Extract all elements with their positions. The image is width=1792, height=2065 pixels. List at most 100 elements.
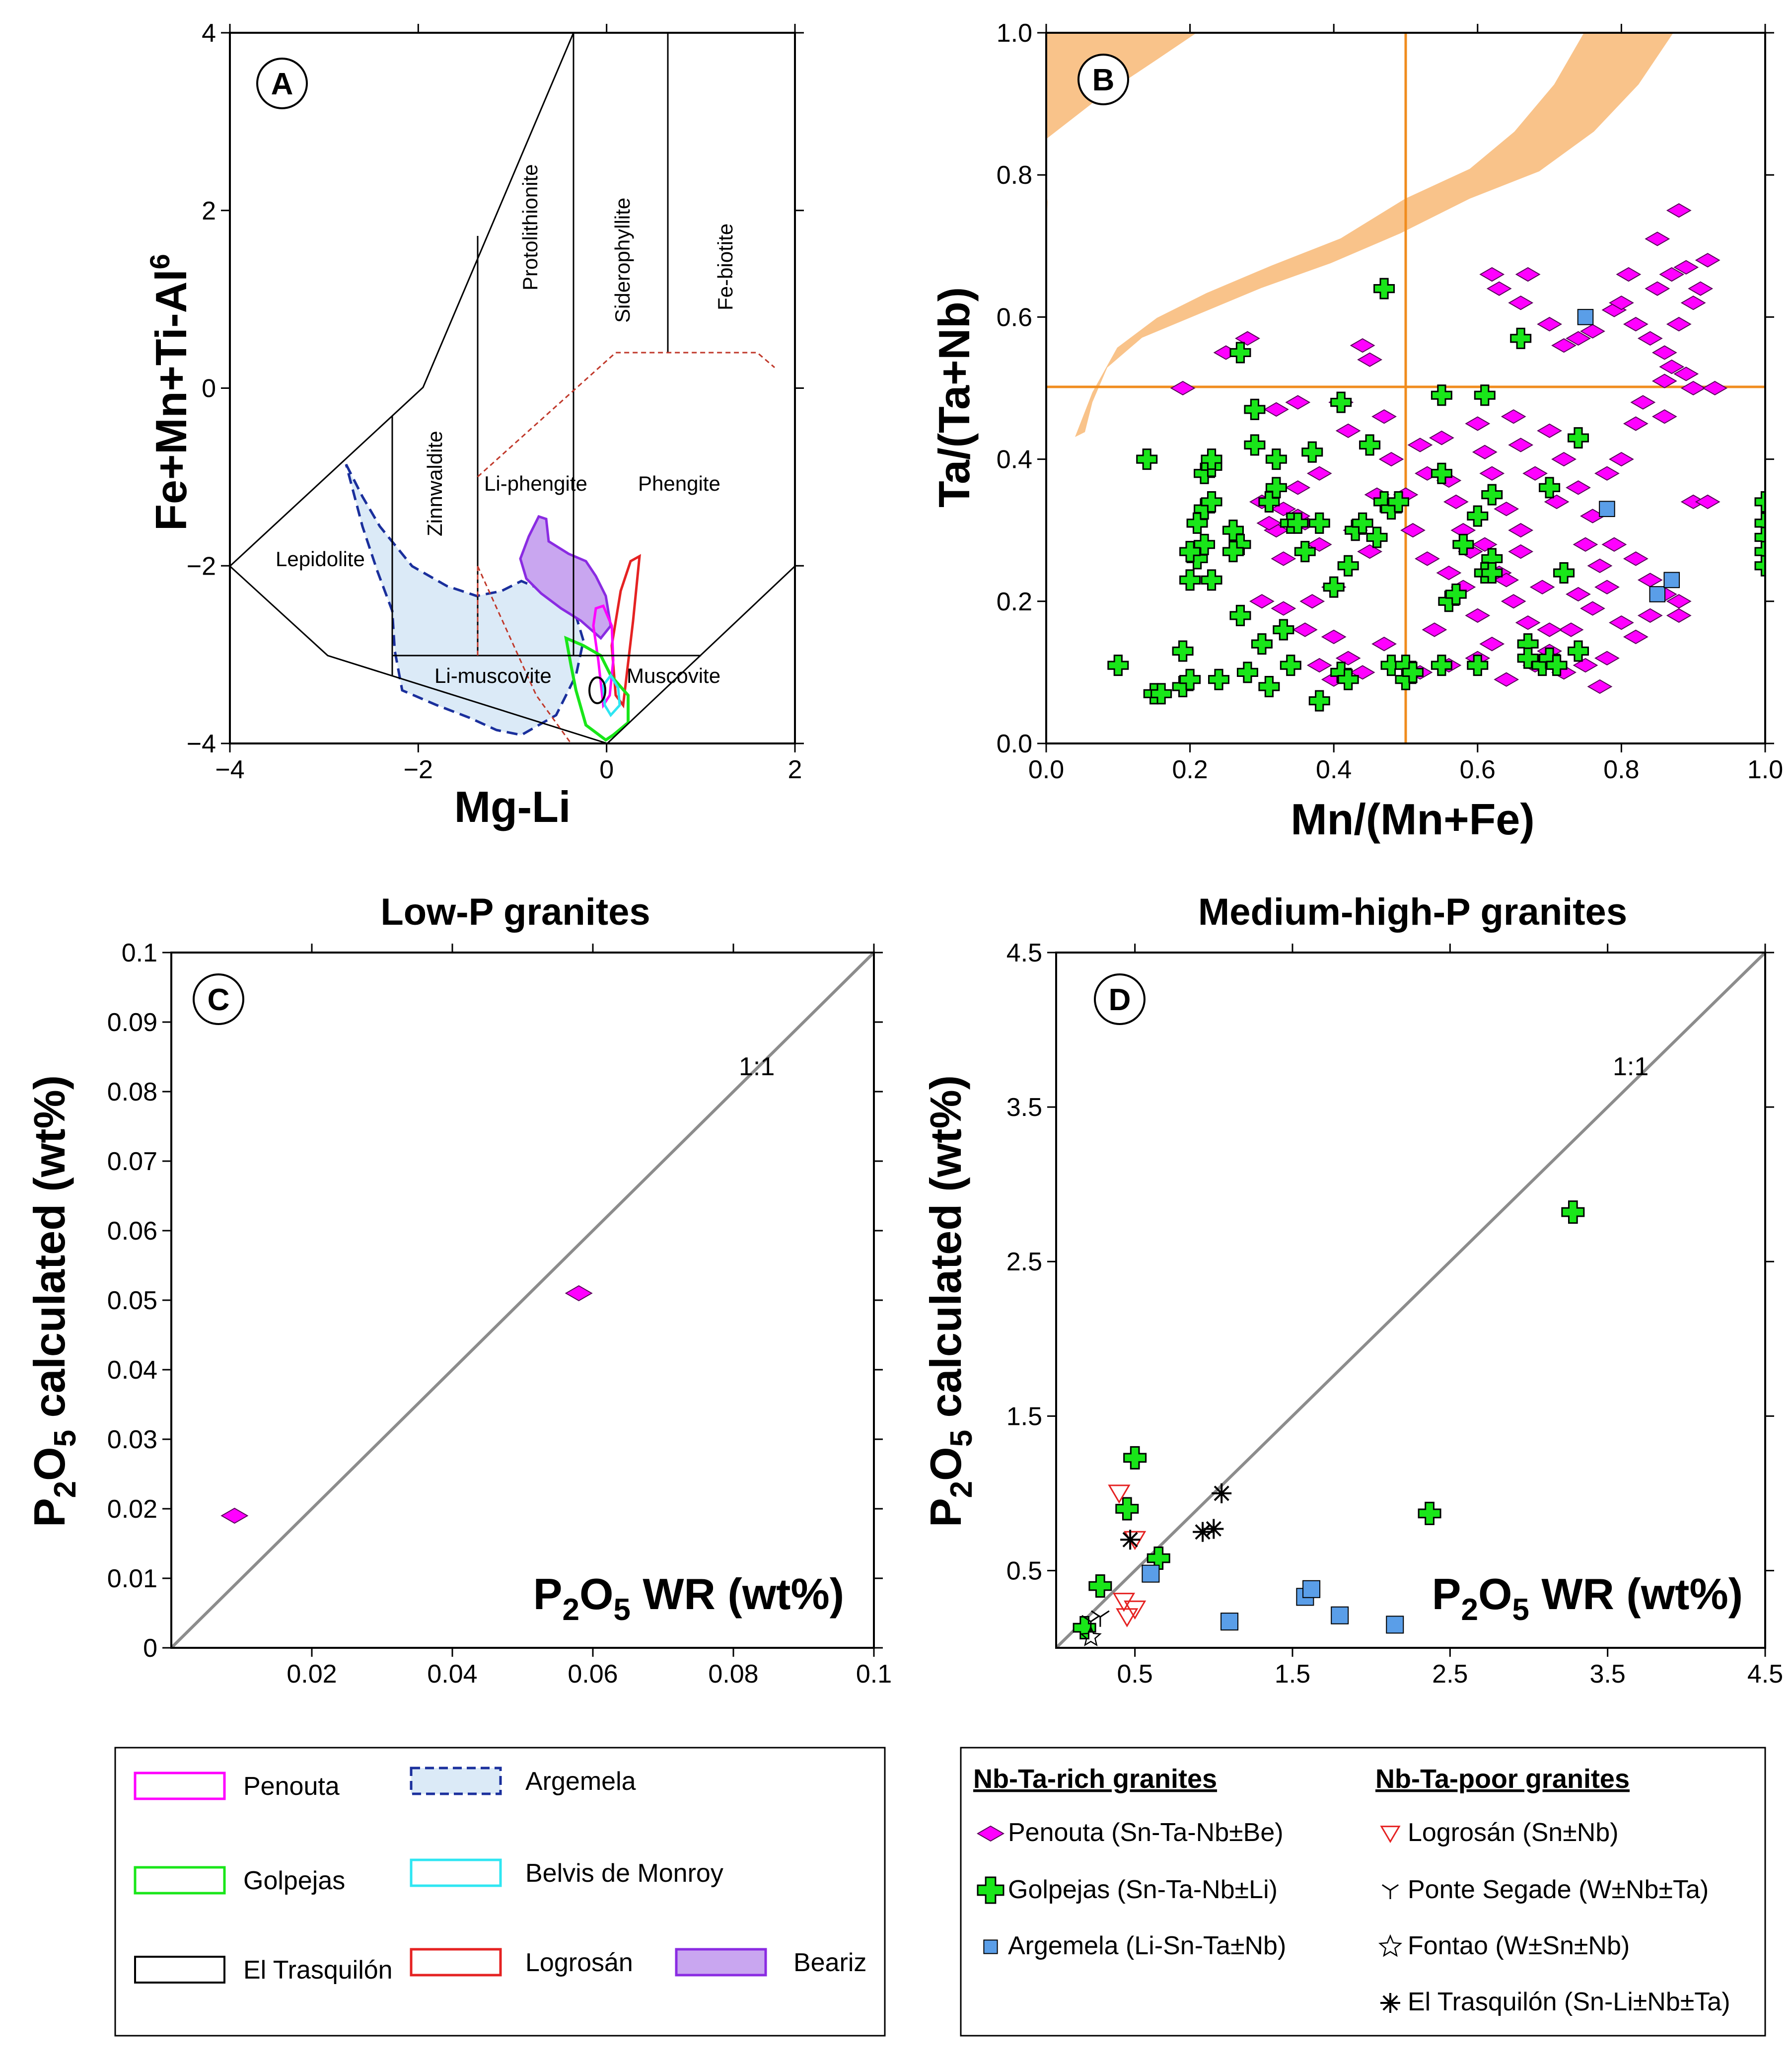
legend-beariz: Beariz (793, 1948, 866, 1977)
point-golpejas (1481, 484, 1503, 506)
y-tick-label: 0.01 (107, 1564, 157, 1593)
point-penouta (1645, 231, 1670, 246)
point-el-trasquilón (1212, 1483, 1232, 1503)
point-penouta (1508, 295, 1534, 310)
point-golpejas (1201, 491, 1222, 513)
point-penouta (1170, 380, 1196, 396)
panel-d-ticks: 0.5 1.5 2.5 3.5 4.5 0.5 1.5 2.5 3.5 4.5 (1006, 939, 1783, 1689)
legend-argemela-marker (983, 1939, 998, 1954)
y-tick-label: 0 (143, 1634, 157, 1663)
x-tick-label: 2 (788, 755, 802, 784)
point-golpejas (1546, 655, 1568, 676)
point-penouta (1465, 608, 1491, 623)
point-penouta (1651, 345, 1677, 360)
point-penouta (1566, 480, 1591, 495)
panel-c-ylabel: P2O5 calculated (wt%) (25, 1075, 82, 1527)
point-golpejas (1208, 668, 1230, 690)
point-el-trasquilón (1204, 1519, 1224, 1539)
legend-logrosan: Logrosán (525, 1948, 633, 1977)
point-penouta (1443, 494, 1469, 510)
point-logrosán (1124, 1600, 1147, 1620)
legend-penouta-swatch (134, 1771, 226, 1800)
point-golpejas (1229, 342, 1251, 364)
golpejas-field-a (564, 636, 630, 742)
y-tick-label: 0.8 (997, 161, 1032, 190)
panel-d-one-to-one (1056, 953, 1765, 1648)
x-tick-label: 0.06 (568, 1660, 618, 1689)
panel-d-title: Medium-high-P granites (1198, 891, 1627, 933)
x-tick-label: −2 (404, 755, 433, 784)
point-golpejas (1568, 427, 1589, 449)
point-penouta (1522, 466, 1548, 481)
point-golpejas (1474, 384, 1496, 406)
point-penouta (1673, 260, 1699, 275)
panel-a-label: A (271, 67, 293, 101)
panel-b-xlabel: Mn/(Mn+Fe) (1290, 795, 1534, 844)
point-golpejas (1402, 662, 1424, 683)
panel-c-one-to-one (171, 953, 874, 1648)
point-penouta (1666, 608, 1692, 623)
point-penouta (1608, 295, 1634, 310)
point-penouta (1673, 367, 1699, 381)
legend-trasquilon-marker (1380, 1993, 1400, 2013)
y-tick-label: 0.2 (997, 588, 1032, 616)
point-golpejas (1265, 448, 1287, 470)
point-fontao (1079, 1625, 1102, 1647)
panel-d-badge (1094, 973, 1146, 1025)
point-golpejas (1366, 526, 1388, 548)
panel-d-ylabel: P2O5 calculated (wt%) (921, 1075, 979, 1527)
point-golpejas (1754, 555, 1765, 577)
x-tick-label: 0.4 (1316, 755, 1352, 784)
legend-left: Penouta Golpejas El Trasquilón Argemela … (114, 1747, 886, 2037)
point-penouta (1479, 637, 1505, 652)
legend-argemela: Argemela (525, 1767, 636, 1796)
legend-argemela-swatch (410, 1767, 502, 1795)
point-logrosán (1116, 1608, 1139, 1627)
point-golpejas (1308, 512, 1330, 534)
panel-c-markers (220, 1285, 593, 1524)
point-penouta (1350, 338, 1375, 353)
field-phengite: Phengite (638, 472, 720, 495)
panel-b-label: B (1092, 63, 1115, 97)
point-penouta (1637, 573, 1663, 588)
legend-golpejas-swatch (134, 1866, 226, 1895)
point-penouta (1566, 331, 1591, 346)
point-golpejas (1244, 434, 1266, 456)
belvis-field-a (602, 673, 621, 718)
point-penouta (1501, 409, 1526, 424)
point-golpejas (1258, 676, 1280, 698)
point-golpejas (1136, 448, 1158, 470)
point-penouta (1508, 544, 1534, 559)
field-lepidolite: Lepidolite (276, 547, 365, 571)
orange-band-lower (1075, 33, 1673, 437)
point-penouta (1601, 302, 1627, 317)
point-golpejas (1510, 327, 1532, 349)
point-golpejas (1147, 1547, 1170, 1570)
point-golpejas (1359, 434, 1381, 456)
y-tick-label: 0.1 (122, 939, 157, 967)
point-penouta (1594, 580, 1620, 594)
point-argemela (1220, 1613, 1239, 1631)
x-tick-label: 0.5 (1117, 1660, 1153, 1689)
point-penouta (1299, 594, 1325, 609)
point-penouta (1529, 580, 1555, 594)
point-penouta (1501, 594, 1526, 609)
point-penouta (1695, 494, 1720, 510)
point-penouta (1645, 281, 1670, 296)
point-penouta (1587, 679, 1613, 694)
point-golpejas (1201, 569, 1222, 591)
point-penouta (1580, 601, 1605, 616)
point-golpejas (1418, 1501, 1441, 1525)
y-tick-label: 0.08 (107, 1078, 157, 1106)
legend-belvis-swatch (410, 1858, 502, 1887)
point-golpejas (1236, 662, 1258, 683)
legend-poor-ponte-segade: Ponte Segade (W±Nb±Ta) (1408, 1875, 1709, 1904)
point-penouta (1515, 267, 1541, 282)
point-golpejas (1179, 668, 1201, 690)
point-golpejas (1308, 690, 1330, 712)
point-logrosán (1108, 1484, 1131, 1504)
x-tick-label: 0.02 (287, 1660, 337, 1689)
point-golpejas (1330, 391, 1352, 413)
point-penouta (1623, 551, 1649, 566)
